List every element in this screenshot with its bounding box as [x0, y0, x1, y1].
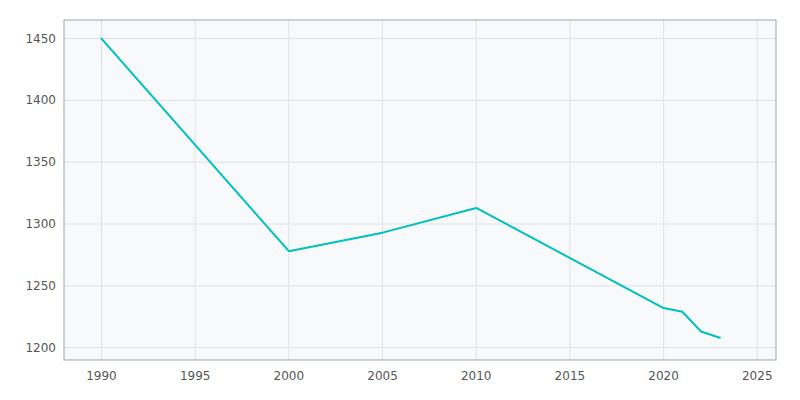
y-grid-line — [64, 162, 776, 163]
x-tick-label: 1990 — [86, 369, 117, 383]
x-grid-line — [569, 20, 570, 360]
data-line — [101, 39, 719, 338]
x-tick-label: 2010 — [461, 369, 492, 383]
chart: 1990 1995 2000 2005 2010 2015 2020 2025 1200 1250… — [0, 0, 800, 400]
x-grid-line — [288, 20, 289, 360]
x-grid-line — [382, 20, 383, 360]
y-tick-label: 1200 — [25, 341, 56, 355]
x-tick-label: 2015 — [555, 369, 586, 383]
series — [101, 39, 719, 338]
y-tick-label: 1350 — [25, 155, 56, 169]
y-grid-line — [64, 347, 776, 348]
plot-area — [64, 20, 776, 360]
x-grid-line — [757, 20, 758, 360]
x-tick-label: 2000 — [274, 369, 305, 383]
x-tick-label: 2025 — [742, 369, 773, 383]
y-tick-label: 1450 — [25, 32, 56, 46]
x-tick-label: 2020 — [648, 369, 679, 383]
x-grid-line — [101, 20, 102, 360]
chart-container: 1990 1995 2000 2005 2010 2015 2020 2025 1200 1250… — [0, 0, 800, 400]
y-grid-line — [64, 38, 776, 39]
y-grid-line — [64, 100, 776, 101]
y-tick-label: 1250 — [25, 279, 56, 293]
x-grid-line — [195, 20, 196, 360]
x-tick-label: 1995 — [180, 369, 211, 383]
plot-frame — [64, 20, 776, 360]
grid — [64, 20, 776, 360]
x-tick-label: 2005 — [367, 369, 398, 383]
y-grid-line — [64, 285, 776, 286]
x-grid-line — [476, 20, 477, 360]
y-tick-label: 1300 — [25, 217, 56, 231]
y-tick-label: 1400 — [25, 93, 56, 107]
tick-labels: 1990 1995 2000 2005 2010 2015 2020 2025 1200 1250… — [25, 32, 772, 383]
